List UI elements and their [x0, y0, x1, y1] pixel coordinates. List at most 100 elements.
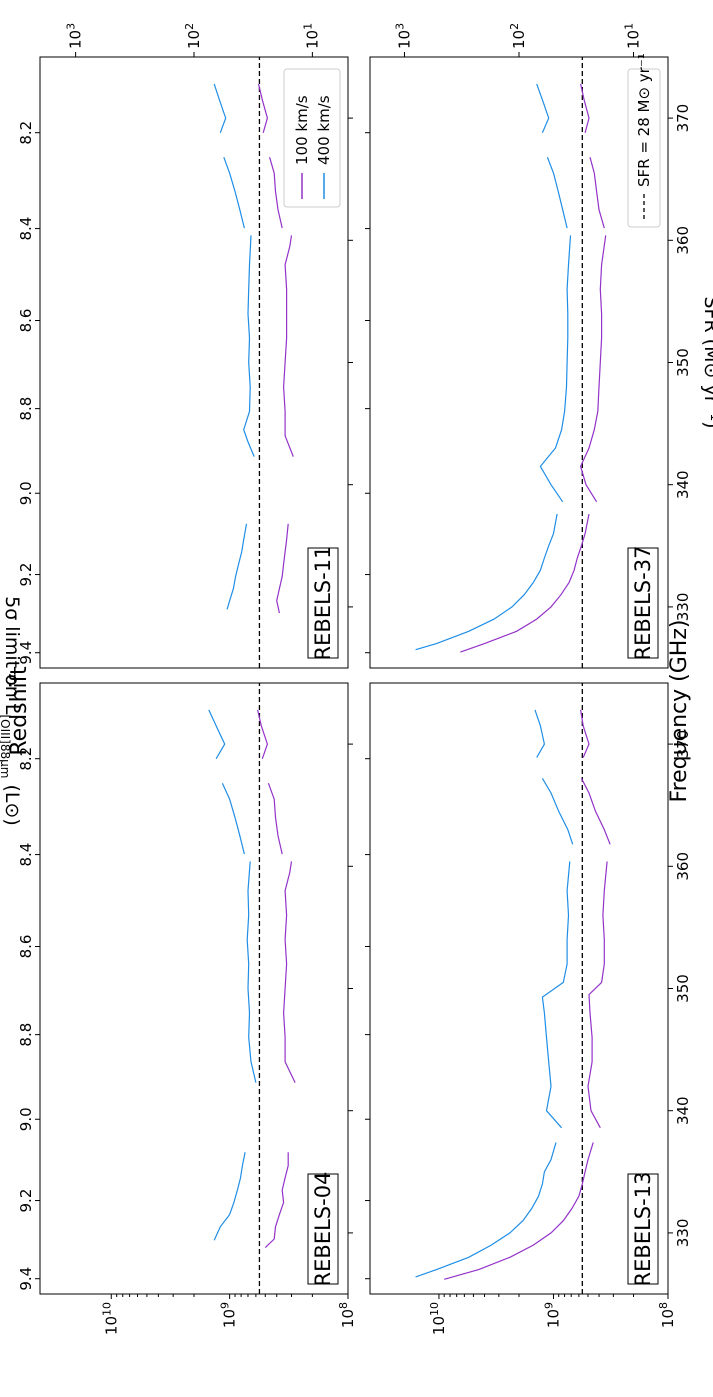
panels: 9.49.29.08.88.68.48.21081091010REBELS-04…	[17, 23, 713, 1335]
series-line-400kms	[536, 83, 550, 134]
series-line-100kms	[460, 513, 590, 653]
series-line-400kms	[221, 782, 245, 855]
lum-tick-base: 10	[659, 1309, 677, 1328]
redshift-tick-label: 9.2	[17, 1189, 35, 1213]
lum-tick-exp: 8	[657, 1302, 670, 1309]
sfr-tick-base: 10	[510, 30, 528, 49]
series-line-400kms	[213, 83, 227, 134]
plot-frame	[369, 682, 669, 1295]
sfr-tick-base: 10	[303, 30, 321, 49]
right-axis-title: SFR (M⊙ yr⁻¹)	[700, 296, 713, 428]
rotated-figure: Redshift Frequency (GHz) 5σ limit on L[O…	[0, 23, 713, 1335]
freq-tick-label: 370	[674, 730, 692, 759]
freq-tick-label: 330	[674, 593, 692, 622]
lum-tick-label: 108	[657, 1302, 677, 1328]
freq-tick-label: 360	[674, 852, 692, 881]
sfr-tick-label: 103	[65, 23, 85, 49]
redshift-tick-label: 8.8	[17, 397, 35, 421]
sfr-tick-label: 103	[393, 23, 413, 49]
panel-label-text: REBELS-11	[311, 546, 335, 661]
freq-tick-label: 350	[674, 974, 692, 1003]
lum-tick-label: 1010	[428, 1302, 448, 1335]
lum-tick-base: 10	[339, 1309, 357, 1328]
series-line-100kms	[589, 157, 605, 229]
series-line-400kms	[223, 156, 245, 229]
lum-tick-label: 109	[219, 1302, 239, 1328]
series-line-400kms	[534, 709, 546, 758]
freq-tick-label: 330	[674, 1219, 692, 1248]
plot-frame	[39, 682, 349, 1295]
lum-tick-base: 10	[544, 1309, 562, 1328]
sfr-tick-label: 101	[301, 23, 321, 49]
series-line-400kms	[546, 156, 568, 229]
panel-label-text: REBELS-04	[311, 1172, 335, 1287]
panel-label-text: REBELS-37	[631, 546, 655, 661]
sfr-tick-base: 10	[625, 30, 643, 49]
series-line-400kms	[541, 861, 571, 1129]
freq-tick-label: 360	[674, 226, 692, 255]
lum-tick-exp: 8	[337, 1302, 350, 1309]
panel-label: REBELS-04	[307, 1172, 339, 1287]
redshift-tick-label: 8.4	[17, 843, 35, 867]
series-group	[415, 83, 607, 653]
series-line-400kms	[243, 235, 255, 457]
redshift-tick-label: 8.6	[17, 309, 35, 333]
redshift-tick-label: 9.2	[17, 563, 35, 587]
panel-label-text: REBELS-13	[631, 1172, 655, 1287]
series-line-100kms	[444, 1142, 594, 1280]
series-line-100kms	[580, 709, 590, 758]
series-line-100kms	[276, 523, 289, 614]
legend-label: 100 km/s	[293, 95, 311, 165]
redshift-tick-label: 9.4	[17, 641, 35, 665]
lum-tick-label: 108	[337, 1302, 357, 1328]
series-line-400kms	[415, 1142, 557, 1278]
sfr-tick-exp: 3	[393, 23, 406, 30]
left-axis-title: 5σ limit on L[OIII]88μm (L⊙)	[0, 596, 23, 826]
series-line-100kms	[580, 83, 590, 133]
series-line-100kms	[257, 709, 269, 759]
series-line-100kms	[269, 157, 283, 229]
lum-tick-exp: 10	[100, 1302, 113, 1316]
top-axis-title: Redshift	[7, 666, 32, 756]
redshift-tick-label: 9.0	[17, 1107, 35, 1131]
series-line-100kms	[579, 235, 607, 503]
series-line-100kms	[580, 778, 611, 845]
series-line-100kms	[257, 83, 269, 133]
lum-tick-base: 10	[102, 1316, 120, 1335]
legend-label: 400 km/s	[315, 95, 333, 165]
sfr-tick-exp: 2	[183, 23, 196, 30]
redshift-tick-label: 8.4	[17, 217, 35, 241]
right-axis-title-text: SFR (M⊙ yr⁻¹)	[700, 296, 713, 428]
series-line-400kms	[246, 861, 257, 1083]
sfr-tick-label: 102	[508, 23, 528, 49]
redshift-tick-label: 9.4	[17, 1267, 35, 1291]
sfr-tick-base: 10	[395, 30, 413, 49]
sfr-tick-exp: 1	[623, 23, 636, 30]
series-line-400kms	[208, 709, 226, 760]
left-axis-title-unit: (L⊙)	[1, 778, 23, 825]
sfr-tick-label: 101	[623, 23, 643, 49]
lum-tick-base: 10	[221, 1309, 239, 1328]
series-group	[213, 83, 294, 614]
series-group	[415, 709, 611, 1280]
panel-label: REBELS-37	[627, 546, 659, 661]
series-line-400kms	[213, 1152, 246, 1241]
bottom-axis-title: Frequency (GHz)	[667, 620, 692, 803]
sfr-tick-exp: 1	[301, 23, 314, 30]
panel-label: REBELS-13	[627, 1172, 659, 1287]
left-axis-title-main: 5σ limit on L	[1, 596, 23, 715]
legend-label: SFR = 28 M⊙ yr⁻¹	[635, 53, 653, 187]
lum-tick-exp: 9	[219, 1302, 232, 1309]
sfr-tick-exp: 2	[508, 23, 521, 30]
lum-tick-exp: 10	[428, 1302, 441, 1316]
series-line-100kms	[282, 235, 294, 457]
sfr-tick-base: 10	[185, 30, 203, 49]
series-line-100kms	[587, 861, 608, 1129]
panel-label: REBELS-11	[307, 546, 339, 661]
freq-tick-label: 340	[674, 470, 692, 499]
series-line-100kms	[264, 1152, 289, 1249]
